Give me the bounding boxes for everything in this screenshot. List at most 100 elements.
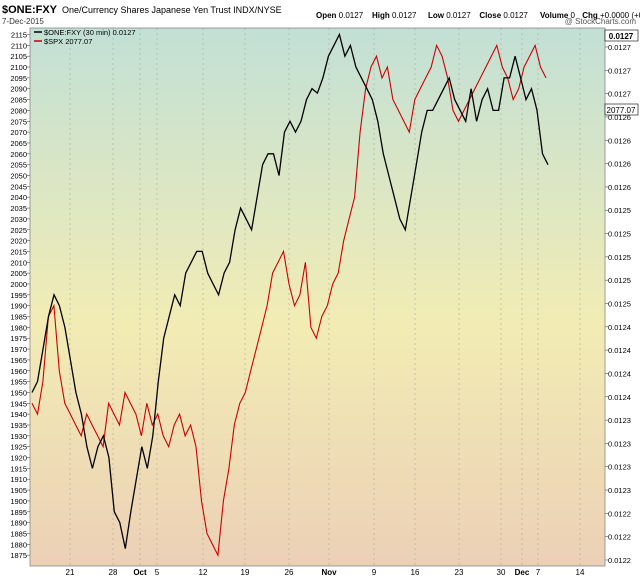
stat-open: Open 0.0127 xyxy=(316,11,364,20)
left-tick-label: 2075 xyxy=(10,117,27,126)
left-tick-label: 1975 xyxy=(10,334,27,343)
stat-chg: Chg +0.0000 (+0.16%) xyxy=(582,11,640,20)
x-tick-label: 21 xyxy=(66,568,75,576)
chart-date: 7-Dec-2015 xyxy=(2,17,44,26)
left-tick-label: 1940 xyxy=(10,410,27,419)
x-tick-label: Nov xyxy=(321,568,337,576)
left-tick-label: 2005 xyxy=(10,269,27,278)
legend-label: $ONE:FXY (30 min) 0.0127 xyxy=(44,28,136,37)
left-tick-label: 2055 xyxy=(10,161,27,170)
left-tick-label: 1950 xyxy=(10,388,27,397)
left-tick-label: 1995 xyxy=(10,291,27,300)
last-value-fxy: 0.0127 xyxy=(609,32,634,41)
x-tick-label: Dec xyxy=(515,568,530,576)
legend: $ONE:FXY (30 min) 0.0127$SPX 2077.07 xyxy=(34,28,136,46)
left-tick-label: 2115 xyxy=(11,31,27,40)
left-tick-label: 2000 xyxy=(10,280,27,289)
left-tick-label: 1970 xyxy=(10,345,27,354)
x-tick-label: 19 xyxy=(241,568,250,576)
left-tick-label: 1910 xyxy=(10,475,27,484)
left-tick-label: 2010 xyxy=(10,258,27,267)
left-tick-label: 2035 xyxy=(10,204,27,213)
watermark: @ StockCharts.com xyxy=(565,17,637,26)
ohlc-stats: Open 0.0127 High 0.0127 Low 0.0127 Close 0.… xyxy=(316,11,640,20)
right-tick-label: 0.0126 xyxy=(608,113,631,122)
left-tick-label: 1990 xyxy=(10,302,27,311)
stat-volume: Volume 0 xyxy=(540,11,576,20)
left-tick-label: 1920 xyxy=(10,454,27,463)
left-tick-label: 2105 xyxy=(10,52,27,61)
left-tick-label: 1980 xyxy=(10,323,27,332)
x-tick-label: Oct xyxy=(133,568,147,576)
right-axis: 0.0127 0.0127 0.0127 0.0126 0.0126 0.0126 0.01… xyxy=(605,43,631,565)
left-tick-label: 2020 xyxy=(10,237,27,246)
x-axis: 21 28 Oct 5 12 19 26 Nov 9 16 23 30 Dec 7 14 xyxy=(66,568,585,577)
left-tick-label: 2070 xyxy=(10,128,27,137)
left-tick-label: 1905 xyxy=(10,486,27,495)
series-fxy-line xyxy=(31,32,549,549)
right-tick-label: 0.0123 xyxy=(608,416,631,425)
right-tick-label: 0.0123 xyxy=(608,439,631,448)
left-tick-label: 2045 xyxy=(10,182,27,191)
left-tick-label: 1885 xyxy=(10,529,27,538)
left-tick-label: 1900 xyxy=(10,497,27,506)
last-value-spx: 2077.07 xyxy=(607,106,636,115)
last-value-tag-fxy: 0.0127 xyxy=(604,29,639,42)
left-tick-label: 1945 xyxy=(10,399,27,408)
right-tick-label: 0.0126 xyxy=(608,183,631,192)
stat-high: High 0.0127 xyxy=(372,11,417,20)
right-tick-label: 0.0122 xyxy=(608,533,631,542)
left-tick-label: 1880 xyxy=(10,540,27,549)
stat-close: Close 0.0127 xyxy=(479,11,528,20)
left-tick-label: 2015 xyxy=(10,247,27,256)
series-spx-line xyxy=(31,43,547,558)
chart-symbol: $ONE:FXY xyxy=(2,4,58,16)
right-tick-label: 0.0126 xyxy=(608,136,631,145)
right-tick-label: 0.0126 xyxy=(608,160,631,169)
left-tick-label: 1935 xyxy=(10,421,27,430)
right-tick-label: 0.0122 xyxy=(608,556,631,565)
right-tick-label: 0.0127 xyxy=(608,90,631,99)
x-tick-label: 23 xyxy=(455,568,464,576)
x-tick-label: 14 xyxy=(576,568,585,576)
x-tick-label: 30 xyxy=(497,568,506,576)
legend-label: $SPX 2077.07 xyxy=(44,37,92,46)
left-tick-label: 2110 xyxy=(11,41,27,50)
x-tick-label: 28 xyxy=(109,568,118,576)
right-tick-label: 0.0123 xyxy=(608,463,631,472)
x-tick-label: 5 xyxy=(155,568,160,576)
left-tick-label: 1985 xyxy=(10,313,27,322)
chart-description: One/Currency Shares Japanese Yen Trust I… xyxy=(62,5,282,15)
x-tick-label: 7 xyxy=(536,568,541,576)
right-tick-label: 0.0123 xyxy=(608,486,631,495)
left-tick-label: 2060 xyxy=(10,150,27,159)
left-tick-label: 1955 xyxy=(10,378,27,387)
right-tick-label: 0.0125 xyxy=(608,230,631,239)
right-tick-label: 0.0125 xyxy=(608,300,631,309)
left-tick-label: 1925 xyxy=(10,443,27,452)
left-tick-label: 1890 xyxy=(10,519,27,528)
right-tick-label: 0.0124 xyxy=(608,346,631,355)
right-tick-label: 0.0124 xyxy=(608,323,631,332)
last-value-tag-spx: 2077.07 xyxy=(604,103,639,116)
left-tick-label: 1895 xyxy=(10,508,27,517)
plot-area xyxy=(29,27,606,567)
stat-low: Low 0.0127 xyxy=(428,11,471,20)
x-tick-label: 9 xyxy=(372,568,377,576)
left-tick-label: 2040 xyxy=(10,193,27,202)
left-tick-label: 2100 xyxy=(10,63,27,72)
right-tick-label: 0.0125 xyxy=(608,206,631,215)
x-tick-label: 12 xyxy=(199,568,208,576)
left-tick-label: 2090 xyxy=(10,85,27,94)
left-tick-label: 2085 xyxy=(10,96,27,105)
x-tick-label: 16 xyxy=(411,568,420,576)
left-tick-label: 1930 xyxy=(10,432,27,441)
left-tick-label: 2030 xyxy=(10,215,27,224)
left-tick-label: 2050 xyxy=(10,172,27,181)
right-tick-label: 0.0122 xyxy=(608,509,631,518)
left-tick-label: 2065 xyxy=(10,139,27,148)
right-tick-label: 0.0127 xyxy=(608,66,631,75)
